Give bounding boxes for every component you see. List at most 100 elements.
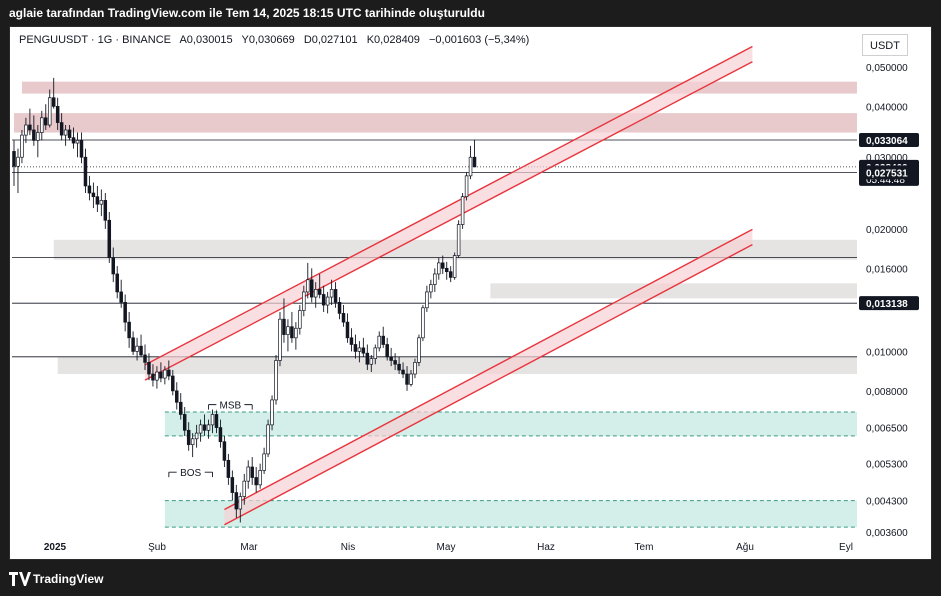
channel-upper-fill xyxy=(145,46,753,381)
candle-body xyxy=(369,358,374,365)
price-axis-label: 0,005300 xyxy=(866,460,908,471)
candle-body xyxy=(274,360,278,401)
candle-body xyxy=(155,371,159,381)
candle-body xyxy=(28,124,32,131)
candle-body xyxy=(163,369,167,379)
candle-body xyxy=(83,156,88,187)
candle-body xyxy=(107,219,112,258)
demand-zone xyxy=(164,500,858,528)
supply-zone xyxy=(14,113,857,133)
candle-body xyxy=(159,371,163,379)
channel-layer xyxy=(144,45,753,526)
candle-body xyxy=(270,399,274,426)
price-axis-label: 0,004300 xyxy=(866,497,908,508)
price-tag-label: 0,013138 xyxy=(866,299,908,310)
candle-body xyxy=(171,375,175,392)
price-tag-label: 0,033064 xyxy=(866,136,908,147)
candle-body xyxy=(365,352,370,365)
candle-body xyxy=(139,345,143,356)
attribution-bar: aglaie tarafından TradingView.com ile Te… xyxy=(0,0,941,26)
candle-body xyxy=(298,310,302,329)
candle-body xyxy=(226,459,231,478)
candle-body xyxy=(147,362,151,375)
candle-body xyxy=(325,296,330,306)
candle-body xyxy=(67,129,72,139)
gray-zone xyxy=(53,239,857,260)
candle-body xyxy=(460,196,465,225)
candle-body xyxy=(71,137,76,144)
candle-body xyxy=(405,373,409,385)
candle-body xyxy=(131,337,135,352)
candle-body xyxy=(123,301,127,323)
candle-body xyxy=(444,267,449,273)
candle-body xyxy=(20,134,24,158)
annotation-label-bg xyxy=(176,465,205,479)
tradingview-logo-icon[interactable] xyxy=(9,572,31,586)
candle-body xyxy=(373,347,378,359)
time-axis-label: Haz xyxy=(537,542,555,553)
gray-zone xyxy=(57,356,858,375)
channel-upper-edge xyxy=(144,61,753,381)
candle-body xyxy=(143,354,147,363)
price-axis-label: 0,040000 xyxy=(866,102,908,113)
channel-lower-edge xyxy=(224,243,753,526)
countdown-label: 05:44:48 xyxy=(866,175,905,186)
price-axis-label: 0,010000 xyxy=(866,347,908,358)
candle-body xyxy=(468,156,473,177)
candle-body xyxy=(425,291,429,309)
candle-body xyxy=(294,327,298,339)
time-axis-label: Ağu xyxy=(736,542,754,553)
candle-body xyxy=(421,307,425,339)
candle-body xyxy=(127,321,131,339)
annotation-label-bg xyxy=(216,397,245,411)
gray-zone xyxy=(490,283,857,299)
candle-body xyxy=(429,284,433,293)
demand-zone xyxy=(164,411,858,436)
candle-body xyxy=(210,414,215,426)
candle-body xyxy=(472,156,477,168)
candle-body xyxy=(47,97,52,126)
candle-body xyxy=(397,363,401,371)
candle-body xyxy=(91,192,96,198)
candle-body xyxy=(75,140,80,144)
candle-body xyxy=(151,373,155,381)
candle-body xyxy=(385,344,389,358)
attribution-text: aglaie tarafından TradingView.com ile Te… xyxy=(9,6,485,20)
candle-body xyxy=(44,117,48,126)
price-tag-bg xyxy=(859,296,919,311)
footer-bar: TradingView xyxy=(0,562,941,596)
candle-body xyxy=(306,279,310,293)
candle-body xyxy=(313,289,318,298)
time-axis-label: Nis xyxy=(341,542,355,553)
symbol-legend: PENGUUSDT · 1G · BINANCE A0,030015 Y0,03… xyxy=(19,34,535,46)
candle-body xyxy=(464,175,469,198)
candle-body xyxy=(286,326,290,335)
candle-body xyxy=(12,151,16,167)
candle-body xyxy=(302,291,306,311)
candle-body xyxy=(51,97,56,107)
channel-lower-edge xyxy=(224,228,753,511)
open-value: A0,030015 xyxy=(179,34,233,46)
candle-body xyxy=(452,255,457,278)
symbol-label[interactable]: PENGUUSDT · 1G · BINANCE xyxy=(19,34,171,46)
price-tag-label: 0,027531 xyxy=(866,168,908,179)
time-axis-label: 2025 xyxy=(44,542,67,553)
footer-brand[interactable]: TradingView xyxy=(33,572,104,586)
candle-body xyxy=(111,257,115,275)
candle-body xyxy=(234,492,239,510)
candle-body xyxy=(389,356,393,361)
candle-body xyxy=(409,373,413,385)
candle-body xyxy=(254,477,258,486)
candle-body xyxy=(437,262,441,275)
currency-button[interactable]: USDT xyxy=(862,34,908,56)
candle-body xyxy=(433,273,437,285)
supply-zone xyxy=(21,81,857,94)
candle-body xyxy=(246,466,250,482)
candle-body xyxy=(24,124,28,136)
candle-body xyxy=(36,132,40,141)
candle-body xyxy=(95,196,100,205)
price-axis-label: 0,016000 xyxy=(866,264,908,275)
time-axis-label: Tem xyxy=(635,542,654,553)
